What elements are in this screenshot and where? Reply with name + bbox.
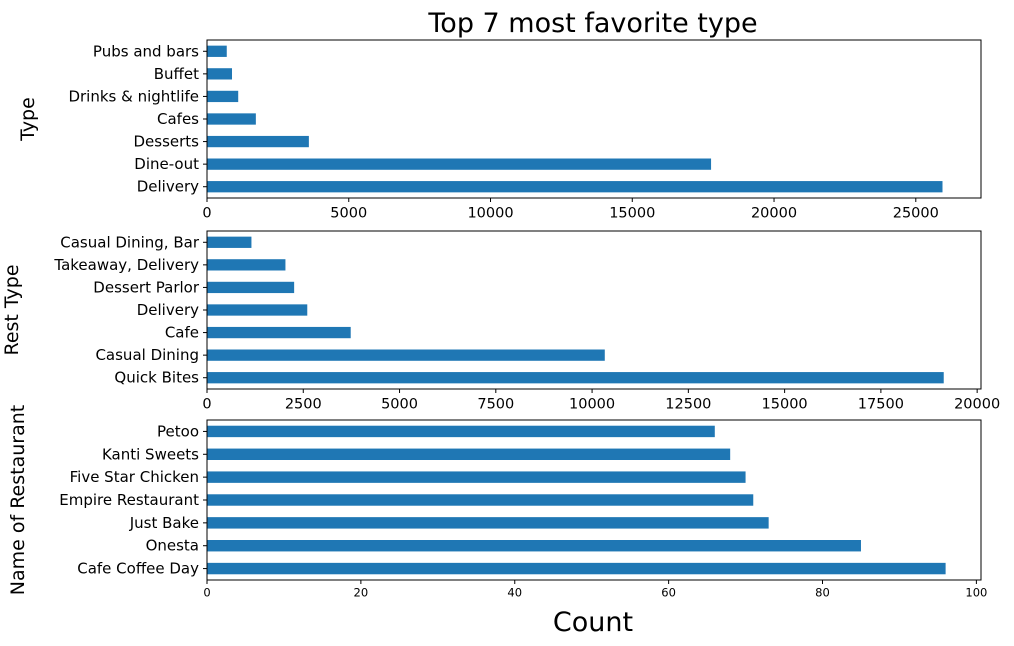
- restaurant-bar: [207, 494, 754, 506]
- x-tick-label: 60: [661, 586, 676, 600]
- y-tick-label: Delivery: [137, 178, 199, 196]
- restaurant-bar: [207, 562, 946, 575]
- type-bar: [207, 90, 239, 103]
- y-axis-label: Rest Type: [1, 264, 23, 355]
- x-tick-label: 25000: [893, 206, 939, 222]
- y-tick-label: Quick Bites: [114, 369, 199, 387]
- plot-frame: [206, 39, 982, 199]
- x-tick-label: 10000: [569, 397, 615, 413]
- restaurant-bar: [207, 517, 769, 529]
- type-bar: [207, 135, 309, 148]
- y-tick-label: Kanti Sweets: [102, 445, 199, 463]
- type-bar: [207, 68, 233, 80]
- y-tick-label: Buffet: [154, 65, 199, 83]
- chart-title: Top 7 most favorite type: [427, 8, 757, 39]
- x-tick-label: 2500: [285, 397, 322, 413]
- y-tick-label: Just Bake: [129, 514, 199, 532]
- restaurant-bar: [207, 471, 746, 483]
- y-tick-label: Cafe: [165, 324, 199, 342]
- y-tick-label: Petoo: [157, 422, 199, 440]
- y-tick-label: Dine-out: [134, 155, 199, 173]
- y-tick-label: Cafe Coffee Day: [77, 560, 199, 578]
- x-tick-label: 5000: [330, 206, 367, 222]
- x-tick-label: 12500: [665, 397, 711, 413]
- type-bar: [207, 181, 943, 193]
- plot-frame: [206, 230, 982, 390]
- y-tick-label: Five Star Chicken: [70, 468, 199, 486]
- y-tick-label: Empire Restaurant: [59, 491, 199, 509]
- rest-type-bar: [207, 259, 286, 271]
- y-tick-label: Cafes: [157, 110, 199, 128]
- rest-type-bar: [207, 372, 944, 384]
- x-tick-label: 17500: [858, 397, 904, 413]
- x-tick-label: 20000: [954, 397, 1000, 413]
- restaurant-panel: Cafe Coffee Day Onesta Just Bake Empire Res…: [7, 405, 987, 600]
- x-tick-label: 0: [202, 206, 211, 222]
- type-bar: [207, 158, 712, 170]
- x-tick-label: 100: [965, 586, 987, 600]
- x-tick-label: 20: [354, 586, 369, 600]
- rest-type-bar: [207, 236, 252, 248]
- restaurant-bar: [207, 540, 861, 552]
- y-axis-label: Name of Restaurant: [7, 405, 29, 595]
- x-tick-label: 10000: [467, 206, 513, 222]
- x-axis-label: Count: [553, 607, 633, 638]
- x-tick-label: 7500: [477, 397, 514, 413]
- x-tick-label: 20000: [751, 206, 797, 222]
- x-tick-label: 40: [507, 586, 522, 600]
- plot-frame: [206, 419, 982, 581]
- rest-type-bar: [207, 281, 295, 294]
- restaurant-bar: [207, 448, 731, 460]
- x-tick-label: 0: [203, 586, 210, 600]
- y-tick-label: Casual Dining: [95, 346, 199, 364]
- x-tick-label: 15000: [609, 206, 655, 222]
- rest-type-panel: Quick Bites Casual Dining Cafe Delivery Dess…: [1, 230, 1000, 413]
- restaurant-bar: [207, 425, 715, 438]
- rest-type-bar: [207, 326, 351, 339]
- y-axis-label: Type: [17, 97, 39, 142]
- x-tick-label: 15000: [762, 397, 808, 413]
- y-tick-label: Takeaway, Delivery: [53, 256, 199, 274]
- rest-type-bar: [207, 304, 308, 316]
- y-tick-label: Casual Dining, Bar: [60, 233, 200, 251]
- type-panel: Delivery Dine-out Desserts Cafes Drinks & ni…: [17, 39, 982, 222]
- x-tick-label: 5000: [381, 397, 418, 413]
- rest-type-bar: [207, 349, 605, 361]
- x-tick-label: 0: [202, 397, 211, 413]
- type-bar: [207, 45, 227, 57]
- y-tick-label: Drinks & nightlife: [68, 87, 199, 105]
- y-tick-label: Pubs and bars: [93, 42, 199, 60]
- y-tick-label: Delivery: [137, 301, 199, 319]
- x-tick-label: 80: [815, 586, 830, 600]
- y-tick-label: Desserts: [133, 133, 199, 151]
- y-tick-label: Dessert Parlor: [93, 278, 200, 296]
- type-bar: [207, 113, 256, 125]
- y-tick-label: Onesta: [146, 537, 199, 555]
